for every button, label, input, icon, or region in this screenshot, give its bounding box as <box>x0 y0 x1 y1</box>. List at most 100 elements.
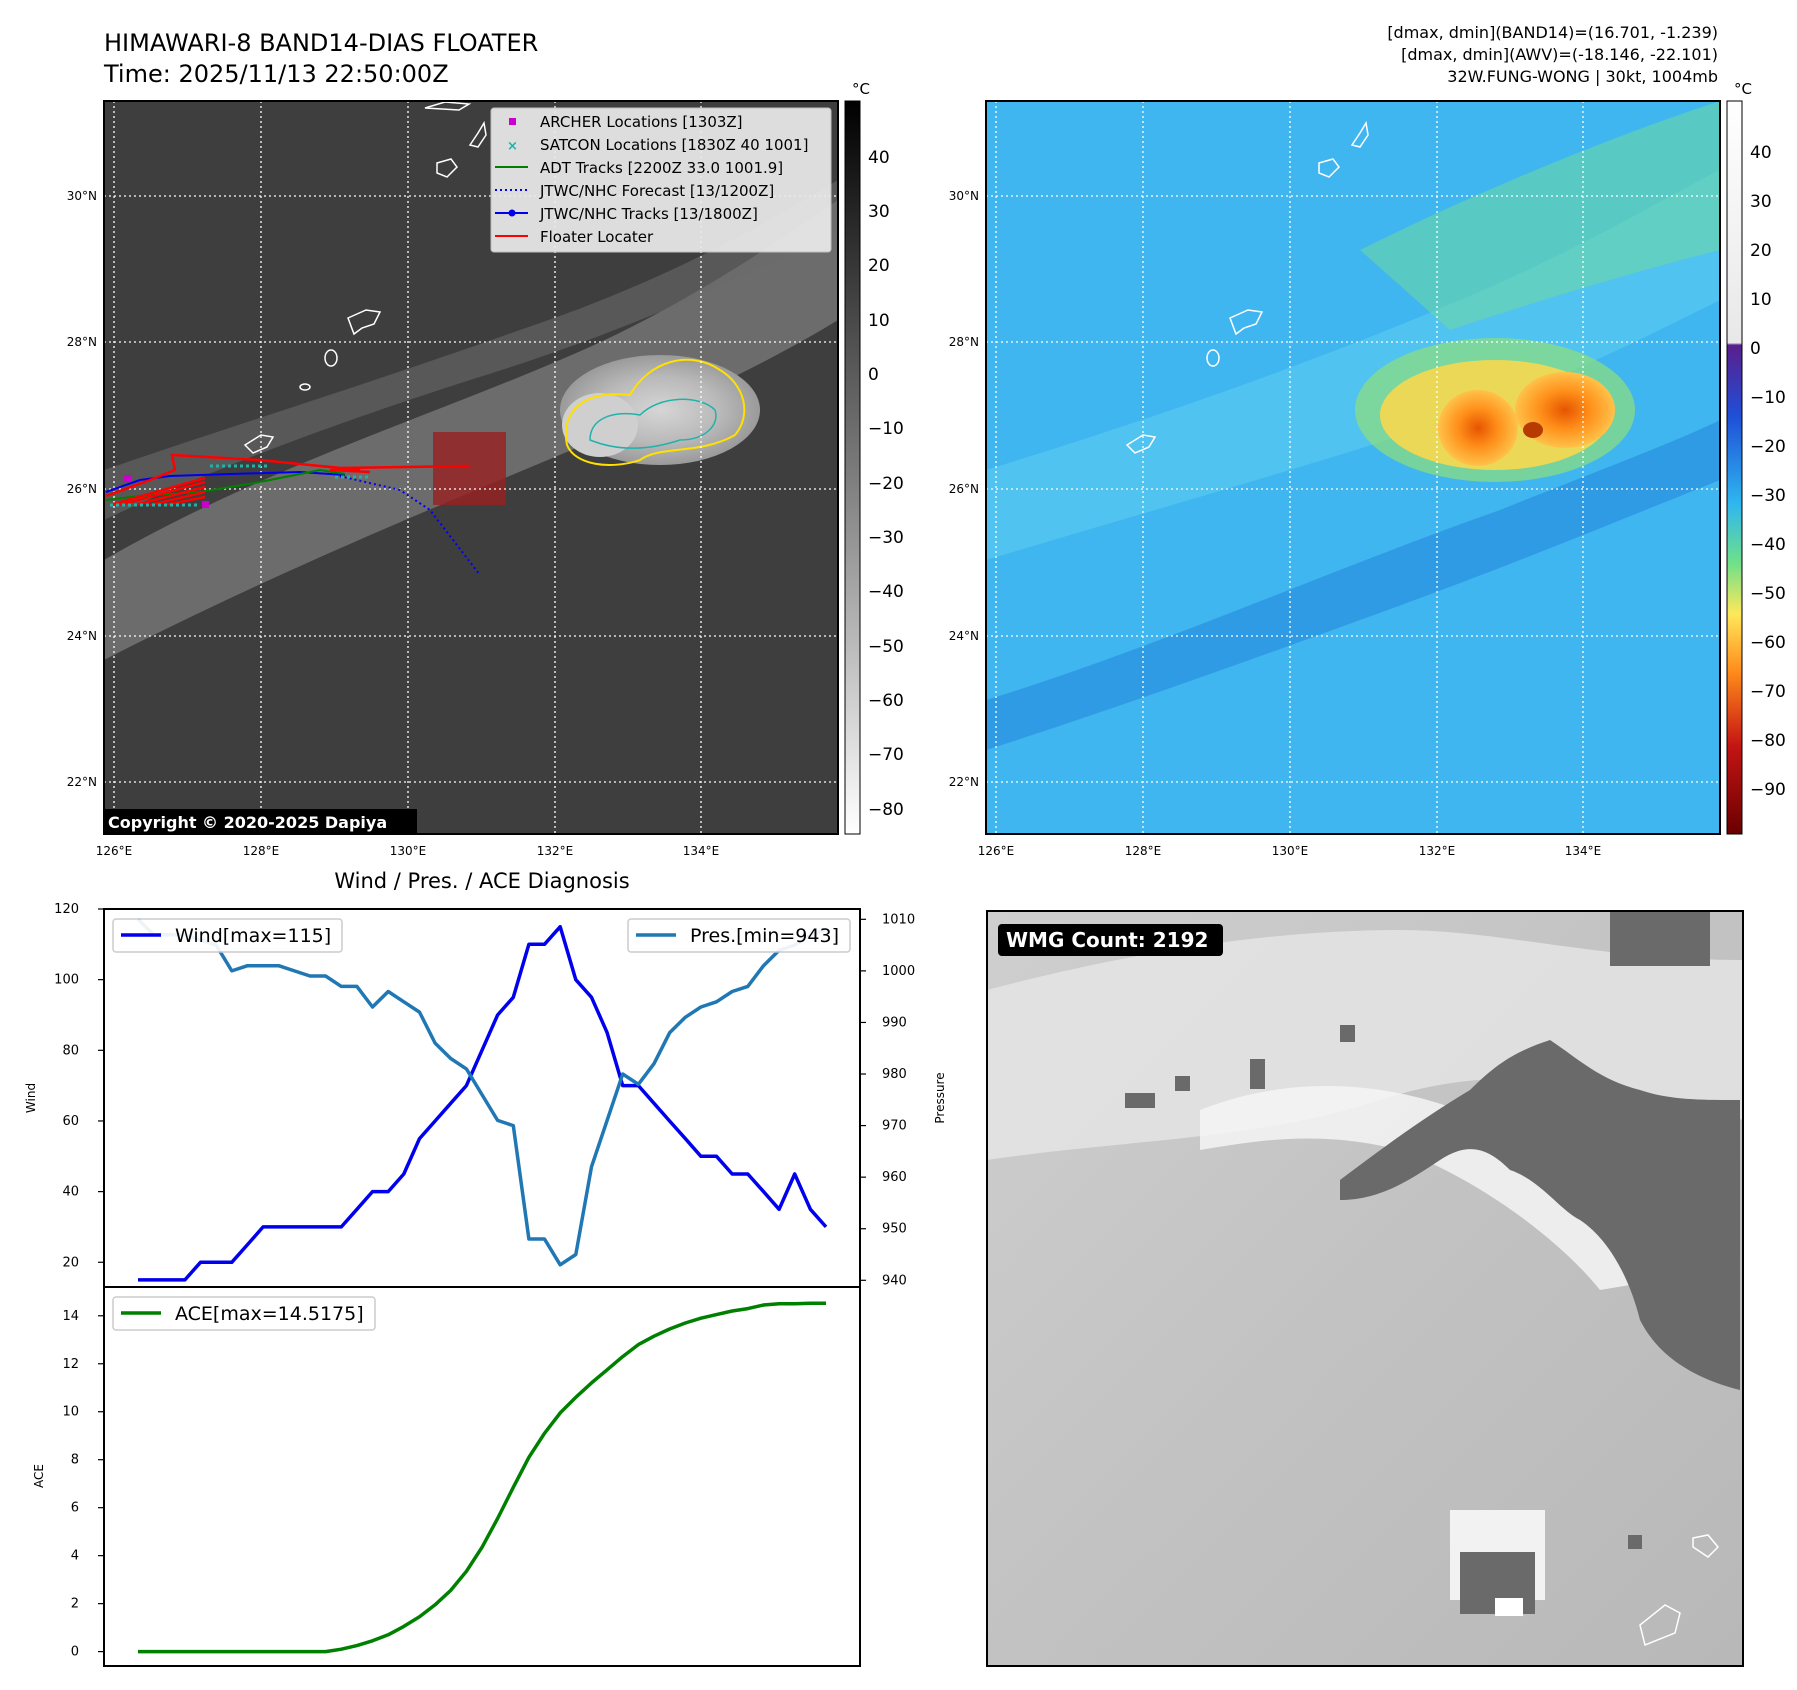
ir-colorbar-unit: °C <box>852 80 870 98</box>
lat-label: 28°N <box>67 335 97 349</box>
lat-label: 28°N <box>949 335 979 349</box>
tick-label: 120 <box>54 902 79 917</box>
awv-spot <box>1523 422 1543 438</box>
wind-legend: Wind[max=115] <box>112 918 343 953</box>
satcon-markers <box>110 464 370 507</box>
lon-label: 128°E <box>243 844 280 858</box>
track-overlay <box>105 453 481 576</box>
tick-label: 20 <box>62 1255 79 1270</box>
tick-label: 10 <box>62 1405 79 1420</box>
tick-label: 12 <box>62 1357 79 1372</box>
awv-dry-band <box>986 420 1720 750</box>
wmg-eye-hole <box>1495 1598 1523 1616</box>
tick-label: 14 <box>62 1309 79 1324</box>
lat-label: 26°N <box>67 482 97 496</box>
ace-legend: ACE[max=14.5175] <box>112 1296 376 1331</box>
figure-title: HIMAWARI-8 BAND14-DIAS FLOATER <box>104 29 538 57</box>
wmg-badge-text: WMG Count: 2192 <box>1006 928 1208 952</box>
legend-item: SATCON Locations [1830Z 40 1001] <box>540 136 808 154</box>
ace-series-line <box>138 1301 826 1654</box>
wmg-dark-patch <box>1628 1535 1642 1549</box>
wmg-dark-patch <box>1340 1025 1355 1042</box>
wmg-dark-patch <box>1610 911 1710 966</box>
ir-island <box>299 383 311 391</box>
ir-cbar-tick: 20 <box>868 256 890 276</box>
lon-label: 128°E <box>1125 844 1162 858</box>
ir-map: × ARCHER Locations [1303Z] SATCON Locati… <box>67 80 904 858</box>
awv-frame <box>985 100 1721 835</box>
adt-track <box>105 468 346 501</box>
legend-item: JTWC/NHC Forecast [13/1200Z] <box>539 182 774 200</box>
ir-cbar-tick: −60 <box>868 691 904 711</box>
pressure-legend-text: Pres.[min=943] <box>690 925 839 947</box>
awv-map: 30°N 28°N 26°N 24°N 22°N 126°E 128°E 130… <box>949 80 1786 858</box>
wind-axis-label: Wind <box>24 1083 38 1113</box>
wp-frame <box>103 908 861 1288</box>
ir-cold-contour-inner <box>589 398 717 449</box>
wmg-coast <box>1639 1604 1681 1647</box>
tick-label: 970 <box>882 1119 907 1134</box>
ir-cbar-tick: 10 <box>868 311 890 331</box>
lat-label: 26°N <box>949 482 979 496</box>
tick-label: 940 <box>882 1273 907 1288</box>
ir-cbar-tick: 0 <box>868 365 879 385</box>
tick-label: 0 <box>71 1645 79 1660</box>
dmax-awv: [dmax, dmin](AWV)=(-18.146, -22.101) <box>1401 45 1718 64</box>
ir-frame <box>103 100 839 835</box>
legend-item: ARCHER Locations [1303Z] <box>540 113 743 131</box>
floater-track-zigzag <box>109 464 371 507</box>
awv-cbar-tick: −70 <box>1750 682 1786 702</box>
wmg-dark-patch <box>1125 1093 1155 1108</box>
wmg-frame <box>986 910 1744 1667</box>
floater-box <box>433 432 506 505</box>
ir-island <box>324 349 338 367</box>
legend-item: JTWC/NHC Tracks [13/1800Z] <box>539 205 758 223</box>
awv-cbar-tick: −40 <box>1750 535 1786 555</box>
ace-frame <box>103 1286 861 1667</box>
ir-cloud-band <box>104 200 838 660</box>
ir-cbar-tick: −50 <box>868 637 904 657</box>
diagnosis-title: Wind / Pres. / ACE Diagnosis <box>334 869 629 893</box>
awv-cbar-tick: −60 <box>1750 633 1786 653</box>
ir-colorbar <box>844 100 861 835</box>
ir-storm-cloud-west <box>562 393 638 457</box>
awv-cbar-tick: 10 <box>1750 290 1772 310</box>
tick-label: 4 <box>71 1549 79 1564</box>
awv-cbar-tick: 20 <box>1750 241 1772 261</box>
figure-time: Time: 2025/11/13 22:50:00Z <box>103 60 449 88</box>
lon-label: 132°E <box>537 844 574 858</box>
wmg-light-band <box>1200 1086 1660 1290</box>
tick-label: 980 <box>882 1067 907 1082</box>
awv-cbar-tick: −10 <box>1750 388 1786 408</box>
ir-island <box>436 158 458 178</box>
copyright-text: Copyright © 2020-2025 Dapiya <box>108 813 387 832</box>
ir-island <box>424 101 472 111</box>
awv-island <box>1229 309 1264 336</box>
ir-cbar-tick: 30 <box>868 202 890 222</box>
ir-lat-labels: 30°N 28°N 26°N 24°N 22°N <box>67 189 97 789</box>
wind-pressure-chart: 120 100 80 60 40 20 1010 1000 990 980 970 960 950 94… <box>24 902 947 1288</box>
lat-label: 22°N <box>949 775 979 789</box>
wmg-dark-patch <box>1175 1076 1190 1091</box>
awv-cbar-tick: 30 <box>1750 192 1772 212</box>
wind-ticks: 120 100 80 60 40 20 <box>54 902 104 1270</box>
awv-colorbar <box>1726 100 1743 835</box>
tick-label: 1000 <box>882 964 915 979</box>
ir-cloud-band-2 <box>104 180 838 520</box>
ir-lon-labels: 126°E 128°E 130°E 132°E 134°E <box>96 844 720 858</box>
copyright-box <box>104 809 417 834</box>
tick-label: 100 <box>54 973 79 988</box>
lon-label: 134°E <box>683 844 720 858</box>
ir-cbar-tick: −70 <box>868 745 904 765</box>
wmg-panel: WMG Count: 2192 <box>986 910 1744 1667</box>
tick-label: 1010 <box>882 912 915 927</box>
ir-cbar-tick: −30 <box>868 528 904 548</box>
ace-ticks: 14 12 10 8 6 4 2 0 <box>62 1309 104 1660</box>
tick-label: 60 <box>62 1114 79 1129</box>
pressure-series-line <box>136 918 827 1267</box>
tick-label: 6 <box>71 1501 79 1516</box>
awv-cbar-tick: 40 <box>1750 143 1772 163</box>
awv-island <box>1206 349 1220 367</box>
wmg-badge-box <box>998 924 1223 956</box>
